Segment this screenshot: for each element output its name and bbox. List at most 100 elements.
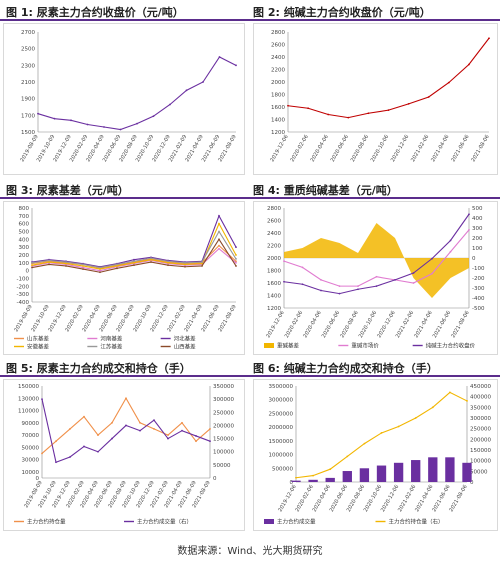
point-2-10 (468, 213, 470, 216)
point-2-12 (235, 246, 237, 249)
series-line-1 (295, 391, 468, 479)
y-tick-label: 2600 (271, 43, 285, 49)
point-3-11 (218, 222, 220, 225)
point-3-9 (184, 263, 186, 266)
point-0-2 (327, 113, 330, 116)
point-0-2 (70, 119, 72, 122)
y2-tick-label: 200000 (213, 423, 234, 429)
y2-tick-label: 50000 (470, 469, 488, 475)
point-1-4 (363, 442, 366, 445)
y-tick-label: 30000 (22, 458, 40, 464)
x-tick-label: 2020-10-06 (358, 310, 378, 339)
chart-4-title: 图 4: 重质纯碱基差（元/吨） (253, 184, 398, 197)
y2-tick-label: 300000 (470, 416, 491, 422)
x-tick-label: 2021-08-09 (217, 134, 237, 163)
point-0-4 (367, 112, 370, 115)
point-0-0 (287, 104, 289, 107)
point-4-2 (65, 261, 67, 263)
y-tick-label: 130000 (18, 396, 39, 402)
point-1-9 (449, 250, 452, 253)
y2-tick-label: -200 (472, 276, 485, 282)
point-0-7 (152, 115, 155, 118)
chart-4-panel: 1200 1400 1600 1800 2000 2200 2400 2600 2800 -500… (253, 201, 498, 355)
point-4-5 (116, 263, 118, 266)
y-tick-label: 2700 (21, 30, 35, 36)
point-0-5 (387, 109, 390, 112)
y-tick-label: 2000000 (269, 425, 294, 431)
point-2-9 (449, 239, 452, 242)
y-tick-label: 2500 (21, 47, 35, 53)
y2-tick-label: 100000 (213, 450, 234, 456)
chart-5-title-row: 图 5: 尿素主力合约成交和持仓（手） 图 6: 纯碱主力合约成交和持仓（手） (0, 359, 500, 377)
x-tick-label: 2020-12-06 (390, 134, 410, 163)
point-4-6 (133, 260, 135, 263)
point-2-6 (133, 258, 135, 261)
y-tick-label: 2000 (271, 80, 285, 86)
point-0-8 (153, 428, 155, 430)
bar-0-1 (308, 479, 318, 482)
y2-tick-label: 200 (472, 236, 483, 242)
point-1-11 (195, 435, 197, 437)
y-tick-label: 1200 (267, 306, 281, 312)
x-tick-label: 2020-02-06 (290, 134, 310, 163)
bar-0-8 (428, 457, 438, 482)
y-tick-label: 0 (36, 476, 40, 482)
point-1-10 (181, 429, 183, 432)
point-0-12 (209, 428, 211, 430)
legend-label: 主力合约持仓量（右） (389, 518, 444, 526)
y-tick-label: -200 (17, 284, 30, 290)
point-5-3 (82, 268, 84, 270)
y-tick-label: 10000 (22, 470, 40, 476)
legend-label: 重碱基差 (277, 342, 300, 350)
series-line-0 (37, 56, 237, 131)
y-tick-label: 200 (19, 253, 30, 259)
chart-5-panel: 0 10000 30000 50000 70000 90000 110000 130000 15… (3, 379, 245, 531)
legend-label: 山东基差 (27, 335, 50, 343)
point-5-4 (99, 271, 101, 274)
point-2-8 (431, 257, 433, 260)
y-tick-label: 1200 (271, 130, 285, 136)
y-tick-label: -400 (17, 300, 30, 306)
point-1-9 (167, 437, 169, 440)
y-tick-label: 2200 (267, 244, 281, 250)
point-1-4 (97, 450, 99, 453)
y2-tick-label: 150000 (470, 448, 491, 454)
x-tick-label: 2021-06-06 (450, 134, 470, 163)
y2-tick-label: 400000 (470, 395, 491, 401)
point-0-10 (202, 81, 204, 83)
point-4-9 (184, 261, 186, 264)
bar-0-4 (359, 468, 370, 482)
y-tick-label: 2200 (271, 68, 285, 74)
y-tick-label: 2400 (271, 55, 285, 61)
y2-tick-label: 0 (470, 480, 474, 486)
point-5-12 (235, 265, 237, 267)
y-tick-label: 50000 (22, 445, 40, 451)
point-5-7 (150, 261, 152, 263)
point-1-3 (82, 266, 84, 269)
bar-0-2 (325, 477, 335, 482)
point-0-10 (488, 37, 490, 40)
y2-tick-label: 350000 (470, 405, 491, 411)
point-3-7 (150, 258, 152, 261)
chart-2-panel: 1200 1400 1600 1800 2000 2200 2400 2600 2800 2019… (253, 23, 498, 175)
point-5-8 (167, 264, 169, 267)
y-tick-label: 500000 (272, 466, 293, 472)
point-0-7 (139, 421, 141, 424)
chart-3-title-row: 图 3: 尿素基差（元/吨） 图 4: 重质纯碱基差（元/吨） (0, 181, 500, 199)
point-3-10 (201, 262, 203, 265)
point-1-1 (55, 461, 57, 464)
y-tick-label: 3000000 (269, 398, 294, 404)
point-0-3 (86, 123, 89, 126)
point-5-10 (201, 265, 203, 267)
point-4-4 (99, 266, 101, 269)
legend-label: 山西基差 (174, 343, 197, 351)
y-tick-label: 600 (19, 222, 30, 228)
chart-1-panel: 1500 1700 1900 2100 2300 2500 2700 2019-08-09 20… (3, 23, 245, 175)
y-tick-label: 150000 (18, 384, 39, 390)
legend-label: 主力合约成交量 (277, 518, 316, 526)
point-1-8 (431, 406, 434, 409)
point-5-9 (184, 265, 186, 268)
point-0-10 (181, 421, 183, 424)
chart-4: 120014001600180020002200240026002800-500… (264, 206, 485, 350)
